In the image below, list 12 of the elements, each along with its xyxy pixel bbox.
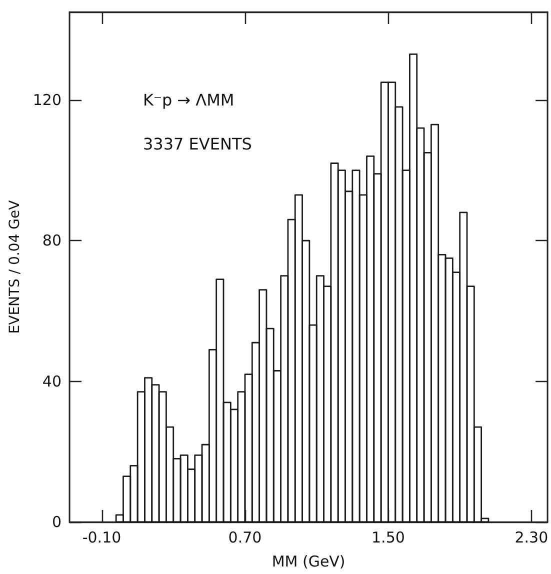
annotation: 3337 EVENTS xyxy=(143,134,252,154)
y-axis-title: EVENTS / 0.04 GeV xyxy=(7,200,23,334)
y-tick-label: 80 xyxy=(42,232,62,250)
x-tick-label: 0.70 xyxy=(228,528,262,546)
annotation: K⁻p → ΛMM xyxy=(143,90,234,110)
y-tick-label: 120 xyxy=(32,90,62,109)
x-tick-label: 1.50 xyxy=(372,528,405,546)
y-tick-label: 0 xyxy=(52,513,62,531)
x-tick-label: -0.10 xyxy=(82,528,122,546)
x-axis-title: MM (GeV) xyxy=(272,552,346,570)
y-tick-label: 40 xyxy=(42,372,62,390)
x-tick-label: 2.30 xyxy=(514,528,548,546)
